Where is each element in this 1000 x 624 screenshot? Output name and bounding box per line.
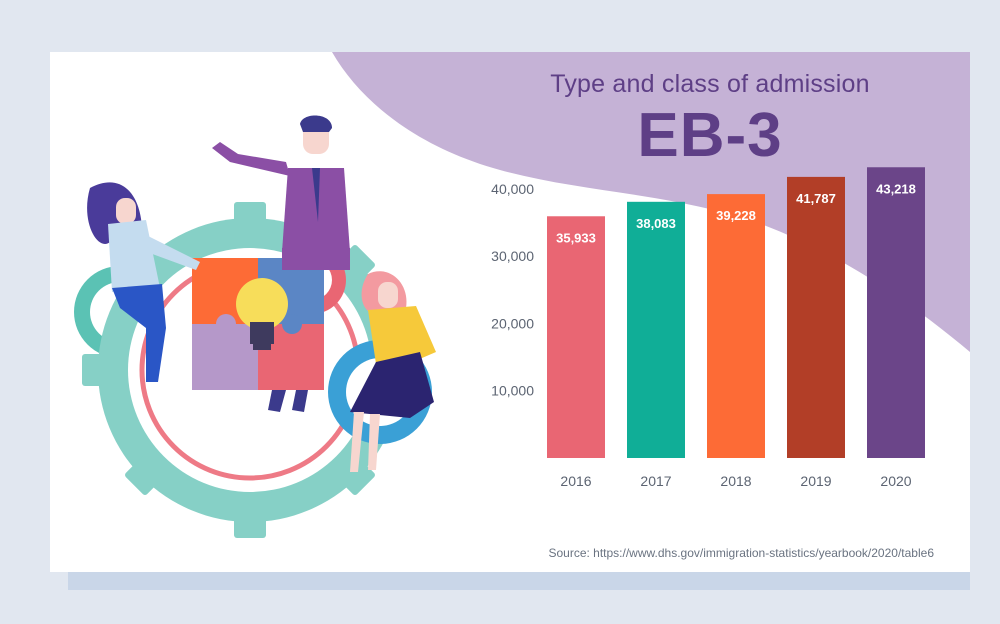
bar-2016 <box>547 216 605 458</box>
y-tick-label: 30,000 <box>491 248 534 264</box>
chart-subtitle: EB-3 <box>637 101 783 170</box>
bar-2018 <box>707 194 765 458</box>
x-tick-label: 2019 <box>800 473 831 489</box>
bar-value-label: 41,787 <box>796 191 836 206</box>
x-tick-label: 2017 <box>640 473 671 489</box>
x-tick-label: 2020 <box>880 473 911 489</box>
person-woman-left-icon <box>87 182 200 382</box>
chart-title: Type and class of admission <box>550 70 870 98</box>
y-tick-label: 20,000 <box>491 315 534 331</box>
person-woman-right-icon <box>350 271 436 472</box>
bar-value-label: 43,218 <box>876 181 916 196</box>
bar-value-label: 35,933 <box>556 230 596 245</box>
bar-2020 <box>867 167 925 458</box>
x-tick-label: 2018 <box>720 473 751 489</box>
teamwork-illustration <box>74 115 436 538</box>
bar-chart: 10,000 20,000 30,000 40,000 35,933 2016 38,083… <box>491 167 925 489</box>
lightbulb-icon <box>236 278 288 350</box>
bar-value-label: 39,228 <box>716 208 756 223</box>
x-tick-label: 2016 <box>560 473 591 489</box>
background-art <box>74 52 970 538</box>
y-tick-label: 40,000 <box>491 181 534 197</box>
bar-2019 <box>787 176 845 458</box>
person-man-icon <box>212 115 350 412</box>
purple-wave-shape <box>332 52 970 352</box>
infographic-card: Type and class of admission EB-3 10,000 2… <box>50 52 970 572</box>
y-tick-label: 10,000 <box>491 383 534 399</box>
bar-2017 <box>627 201 685 458</box>
bar-value-label: 38,083 <box>636 216 676 231</box>
source-note: Source: https://www.dhs.gov/immigration-… <box>548 546 934 560</box>
